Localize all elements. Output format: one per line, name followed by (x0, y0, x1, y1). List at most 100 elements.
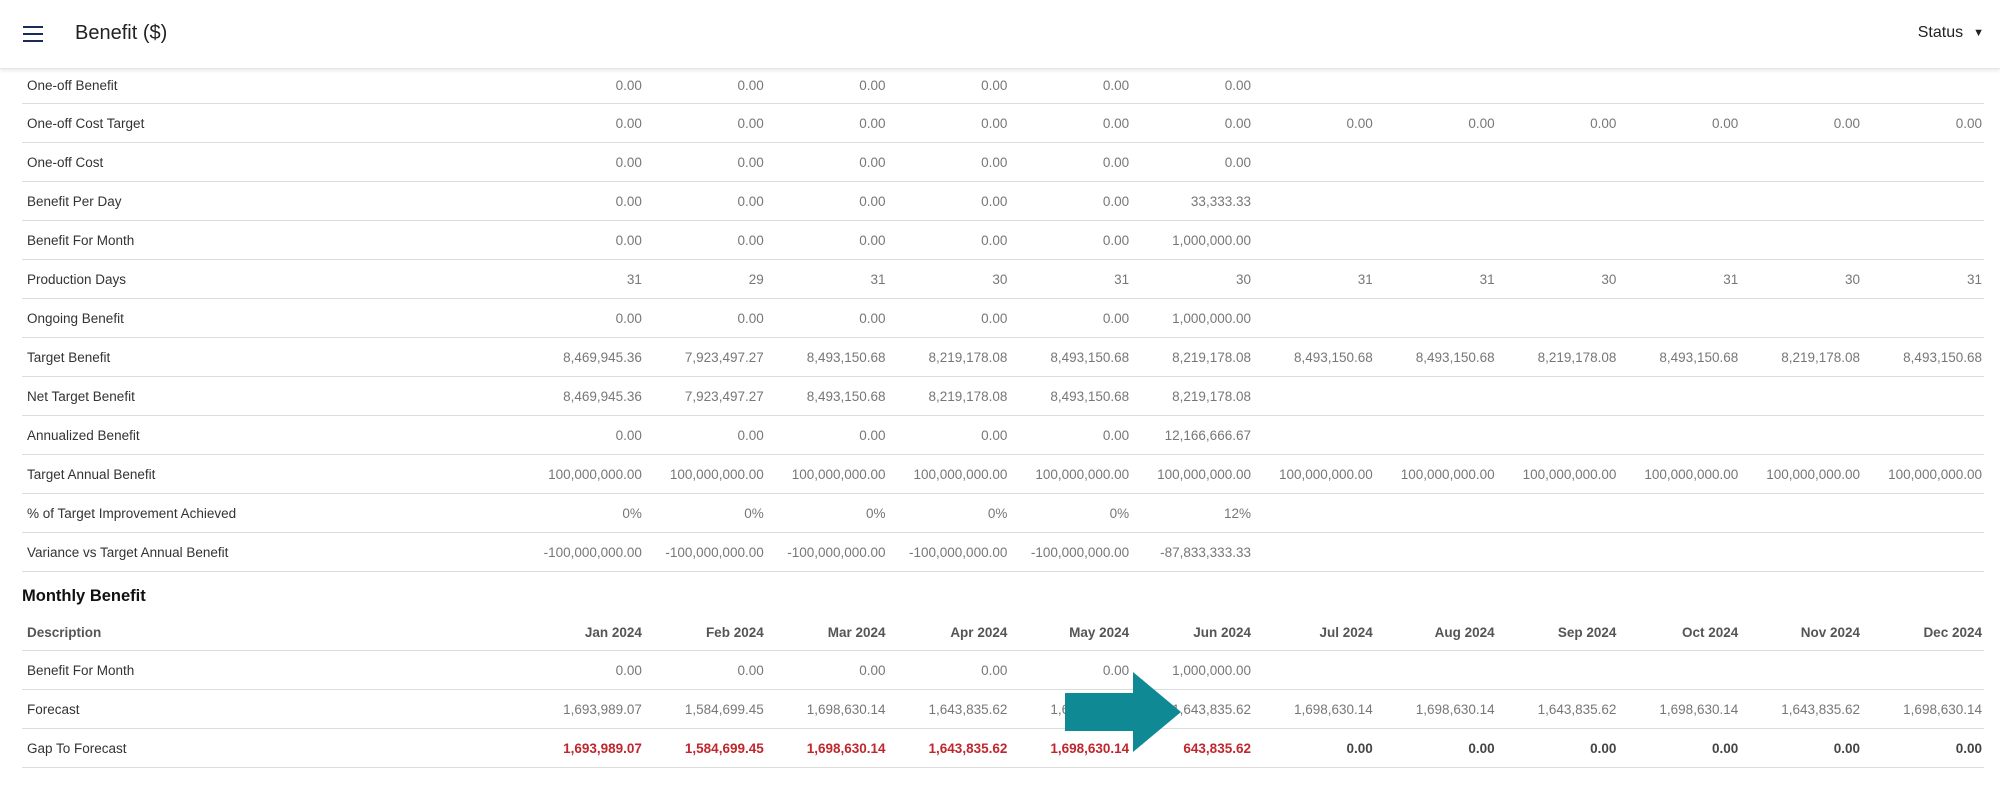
cell-value: 8,219,178.08 (887, 376, 1010, 416)
cell-value: 0.00 (643, 103, 766, 143)
cell-value: 0% (1009, 493, 1132, 533)
cell-value: 8,493,150.68 (765, 337, 888, 377)
row-label: One-off Cost Target (22, 103, 523, 143)
cell-value: 0.00 (887, 103, 1010, 143)
column-header: Nov 2024 (1740, 614, 1863, 651)
cell-value: 0.00 (765, 298, 888, 338)
row-label: One-off Benefit (22, 68, 523, 104)
cell-value (1374, 532, 1497, 572)
cell-value: 7,923,497.27 (643, 376, 766, 416)
cell-value: 1,693,989.07 (522, 689, 644, 729)
column-header: Oct 2024 (1618, 614, 1741, 651)
cell-value: 0.00 (522, 298, 644, 338)
cell-value (1862, 68, 1984, 104)
cell-value (1862, 181, 1984, 221)
cell-value: 31 (1009, 259, 1132, 299)
gap-value: 1,643,835.62 (887, 728, 1010, 768)
cell-value: 1,643,835.62 (1740, 689, 1863, 729)
column-header: Aug 2024 (1374, 614, 1497, 651)
table-row: Gap To Forecast 1,693,989.07 1,584,699.45 1… (22, 728, 1984, 768)
cell-value (1496, 493, 1619, 533)
status-label: Status (1917, 24, 1964, 41)
column-header: Jun 2024 (1131, 614, 1253, 651)
page-title: Benefit ($) (75, 22, 168, 44)
cell-value: 100,000,000.00 (1740, 454, 1863, 494)
cell-value (1740, 493, 1863, 533)
cell-value: -100,000,000.00 (522, 532, 644, 572)
cell-value (1374, 181, 1497, 221)
row-label: Gap To Forecast (22, 728, 523, 768)
column-header: Apr 2024 (887, 614, 1010, 651)
cell-value: -100,000,000.00 (1009, 532, 1132, 572)
table-row: Variance vs Target Annual Benefit -100,00… (22, 532, 1984, 572)
cell-value: 0.00 (887, 650, 1010, 690)
hamburger-menu-icon[interactable] (23, 26, 43, 42)
cell-value: 0.00 (1496, 103, 1619, 143)
column-header: Jan 2024 (522, 614, 644, 651)
table-row: Annualized Benefit 0.00 0.00 0.00 0.00 0.00 12… (22, 415, 1984, 455)
cell-value: 30 (1496, 259, 1619, 299)
cell-value (1740, 220, 1863, 260)
gap-value: 1,584,699.45 (643, 728, 766, 768)
cell-value: 0.00 (1374, 103, 1497, 143)
cell-value (1740, 181, 1863, 221)
cell-value: 31 (1618, 259, 1741, 299)
cell-value: -100,000,000.00 (765, 532, 888, 572)
cell-value (1374, 376, 1497, 416)
cell-value: 0.00 (765, 415, 888, 455)
cell-value: 100,000,000.00 (1374, 454, 1497, 494)
cell-value: 0% (522, 493, 644, 533)
table-row: Target Annual Benefit 100,000,000.00 100,0… (22, 454, 1984, 494)
row-label: Ongoing Benefit (22, 298, 523, 338)
gap-value: 0.00 (1496, 728, 1619, 768)
row-label: Forecast (22, 689, 523, 729)
cell-value (1740, 298, 1863, 338)
cell-value: 0.00 (643, 142, 766, 182)
cell-value: 0.00 (643, 298, 766, 338)
cell-value: 8,493,150.68 (1009, 337, 1132, 377)
table-row: One-off Benefit 0.00 0.00 0.00 0.00 0.00 0.00 (22, 68, 1984, 104)
column-header: May 2024 (1009, 614, 1132, 651)
cell-value: 0.00 (765, 650, 888, 690)
cell-value: 1,698,630.14 (1374, 689, 1497, 729)
row-label: One-off Cost (22, 142, 523, 182)
cell-value (1618, 68, 1741, 104)
cell-value (1618, 181, 1741, 221)
cell-value: 100,000,000.00 (1862, 454, 1984, 494)
cell-value (1252, 415, 1375, 455)
cell-value (1862, 220, 1984, 260)
cell-value (1618, 220, 1741, 260)
cell-value: 0% (887, 493, 1010, 533)
cell-value: 0.00 (643, 650, 766, 690)
cell-value (1862, 142, 1984, 182)
gap-value: 0.00 (1618, 728, 1741, 768)
row-label: Annualized Benefit (22, 415, 523, 455)
cell-value: 31 (765, 259, 888, 299)
cell-value: 8,219,178.08 (1131, 337, 1253, 377)
cell-value (1618, 376, 1741, 416)
cell-value: 0.00 (887, 181, 1010, 221)
row-label: Benefit For Month (22, 650, 523, 690)
cell-value: 0% (643, 493, 766, 533)
row-label: Production Days (22, 259, 523, 299)
cell-value (1862, 650, 1984, 690)
cell-value (1374, 220, 1497, 260)
cell-value (1496, 181, 1619, 221)
cell-value: 0.00 (765, 142, 888, 182)
gap-value: 1,698,630.14 (1009, 728, 1132, 768)
column-header: Sep 2024 (1496, 614, 1619, 651)
benefit-table: One-off Benefit 0.00 0.00 0.00 0.00 0.00 0.00 O… (22, 68, 1984, 572)
cell-value: 0.00 (522, 181, 644, 221)
cell-value (1374, 142, 1497, 182)
table-row: Benefit For Month 0.00 0.00 0.00 0.00 0.00 1,0… (22, 220, 1984, 260)
cell-value: -87,833,333.33 (1131, 532, 1253, 572)
cell-value (1496, 415, 1619, 455)
cell-value: 8,493,150.68 (1374, 337, 1497, 377)
cell-value: 100,000,000.00 (1618, 454, 1741, 494)
cell-value (1862, 532, 1984, 572)
cell-value: 1,698,630.14 (1862, 689, 1984, 729)
table-row: Forecast 1,693,989.07 1,584,699.45 1,698,63… (22, 689, 1984, 729)
cell-value (1374, 298, 1497, 338)
status-dropdown[interactable]: Status ▼ (1918, 24, 1984, 42)
cell-value (1374, 650, 1497, 690)
